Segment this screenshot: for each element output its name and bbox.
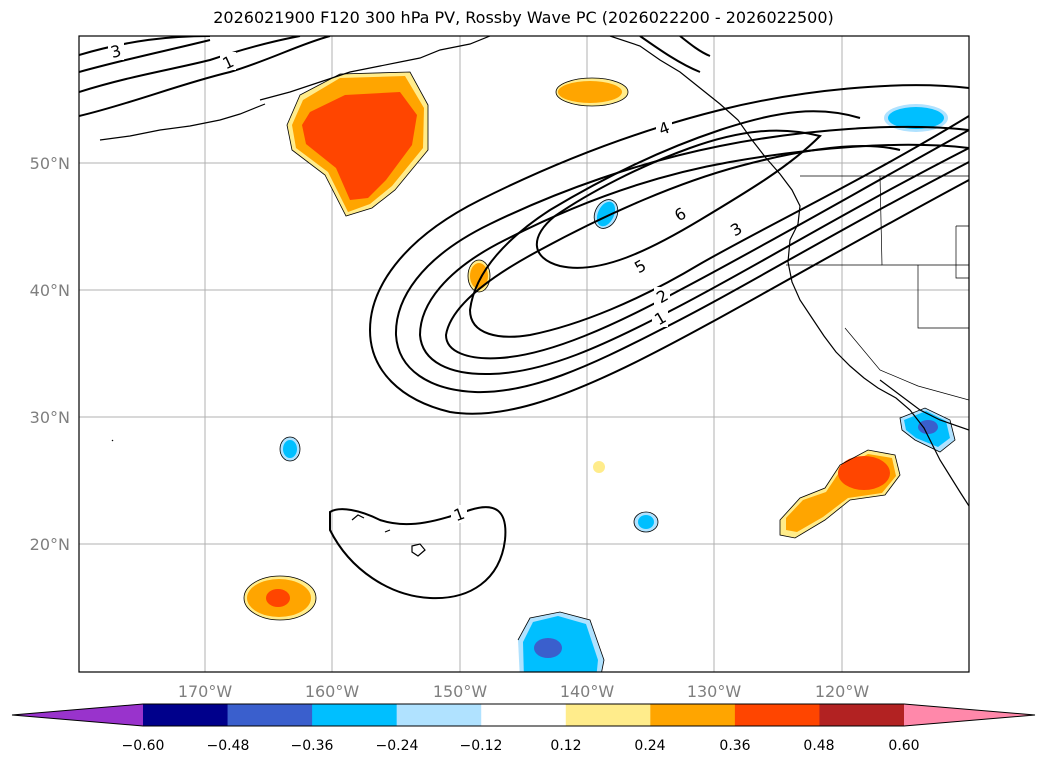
colorbar-tick: −0.60 bbox=[122, 738, 165, 754]
colorbar-segment bbox=[734, 704, 820, 726]
lat-label-50n: 50°N bbox=[30, 154, 70, 173]
colorbar-segment bbox=[227, 704, 313, 726]
contour-coast-1 bbox=[639, 36, 701, 73]
negative-anomaly-west bbox=[280, 437, 300, 461]
state-border-3 bbox=[917, 265, 969, 329]
contour-0-nw bbox=[79, 36, 331, 117]
pv-anomaly-fills bbox=[244, 72, 955, 672]
colorbar-tick: −0.36 bbox=[291, 738, 334, 754]
positive-anomaly-southwest bbox=[244, 576, 316, 620]
us-mexico-border bbox=[844, 327, 969, 401]
colorbar-outline bbox=[11, 703, 1036, 727]
colorbar-segments bbox=[11, 703, 1036, 727]
positive-anomaly-gulf-of-alaska bbox=[287, 72, 428, 216]
latitude-labels: 50°N 40°N 30°N 20°N bbox=[30, 154, 70, 554]
colorbar-segment bbox=[481, 704, 567, 726]
pv-contours bbox=[79, 36, 969, 600]
state-border-4 bbox=[955, 225, 969, 279]
contour-4 bbox=[444, 129, 969, 360]
lon-label-130w: 130°W bbox=[687, 682, 742, 701]
contour-labels: 3 1 4 6 3 5 2 1 1 bbox=[108, 41, 745, 525]
negative-anomaly-subtropics bbox=[634, 512, 658, 532]
colorbar-tick: −0.24 bbox=[376, 738, 419, 754]
colorbar-tick: 0.60 bbox=[888, 738, 919, 754]
lon-label-120w: 120°W bbox=[815, 682, 870, 701]
colorbar-tick: 0.24 bbox=[634, 738, 665, 754]
colorbar-segment bbox=[650, 704, 736, 726]
map-title: 2026021900 F120 300 hPa PV, Rossby Wave … bbox=[213, 8, 834, 27]
colorbar-tick-labels: −0.60 −0.48 −0.36 −0.24 −0.12 0.12 0.24 … bbox=[122, 738, 920, 754]
contour-1 bbox=[368, 84, 969, 415]
colorbar-tick: 0.36 bbox=[719, 738, 750, 754]
alaska-coast bbox=[259, 36, 491, 101]
colorbar-segment bbox=[143, 704, 229, 726]
lon-label-140w: 140°W bbox=[560, 682, 615, 701]
colorbar-tick: 0.12 bbox=[550, 738, 581, 754]
colorbar-extend-low bbox=[12, 704, 143, 726]
colorbar: −0.60 −0.48 −0.36 −0.24 −0.12 0.12 0.24 … bbox=[11, 703, 1036, 754]
lat-label-30n: 30°N bbox=[30, 408, 70, 427]
contour-6 bbox=[535, 129, 822, 269]
west-coast bbox=[609, 36, 969, 507]
map-frame bbox=[78, 35, 970, 673]
contour-label-3-nw: 3 bbox=[108, 41, 123, 62]
negative-anomaly-south bbox=[518, 612, 604, 672]
coastlines bbox=[99, 36, 969, 557]
colorbar-segment bbox=[819, 704, 905, 726]
contour-2 bbox=[394, 125, 969, 394]
positive-anomaly-southeast bbox=[780, 450, 900, 538]
contour-1-nw bbox=[79, 36, 301, 93]
contour-5 bbox=[468, 110, 969, 338]
lon-label-170w: 170°W bbox=[178, 682, 233, 701]
negative-anomaly-baja bbox=[900, 408, 955, 452]
aleutian-islands bbox=[99, 103, 266, 141]
negative-anomaly-bc-coast bbox=[884, 104, 948, 132]
longitude-labels: 170°W 160°W 150°W 140°W 130°W 120°W bbox=[178, 682, 870, 701]
lat-label-40n: 40°N bbox=[30, 281, 70, 300]
colorbar-tick: −0.48 bbox=[207, 738, 250, 754]
contour-1-hawaii bbox=[329, 506, 507, 600]
anomaly-outlines bbox=[243, 71, 956, 672]
negative-anomaly-mid-pacific bbox=[594, 199, 618, 229]
island-dot bbox=[111, 439, 114, 442]
map-panel: 3 1 4 6 3 5 2 1 1 bbox=[78, 35, 970, 673]
lon-label-150w: 150°W bbox=[433, 682, 488, 701]
lat-label-20n: 20°N bbox=[30, 535, 70, 554]
positive-anomaly-north-pacific bbox=[556, 78, 628, 106]
contour-coast-2 bbox=[679, 36, 711, 57]
colorbar-segment bbox=[312, 704, 398, 726]
contour-2-nw bbox=[79, 39, 211, 73]
contour-3 bbox=[418, 143, 969, 376]
colorbar-segment bbox=[396, 704, 482, 726]
positive-anomaly-dot bbox=[593, 461, 605, 473]
colorbar-extend-high bbox=[904, 704, 1035, 726]
colorbar-tick: −0.12 bbox=[460, 738, 503, 754]
gulf-coast bbox=[879, 379, 969, 431]
colorbar-segment bbox=[565, 704, 651, 726]
hawaii-islands bbox=[351, 514, 426, 557]
lon-label-160w: 160°W bbox=[305, 682, 360, 701]
colorbar-tick: 0.48 bbox=[803, 738, 834, 754]
